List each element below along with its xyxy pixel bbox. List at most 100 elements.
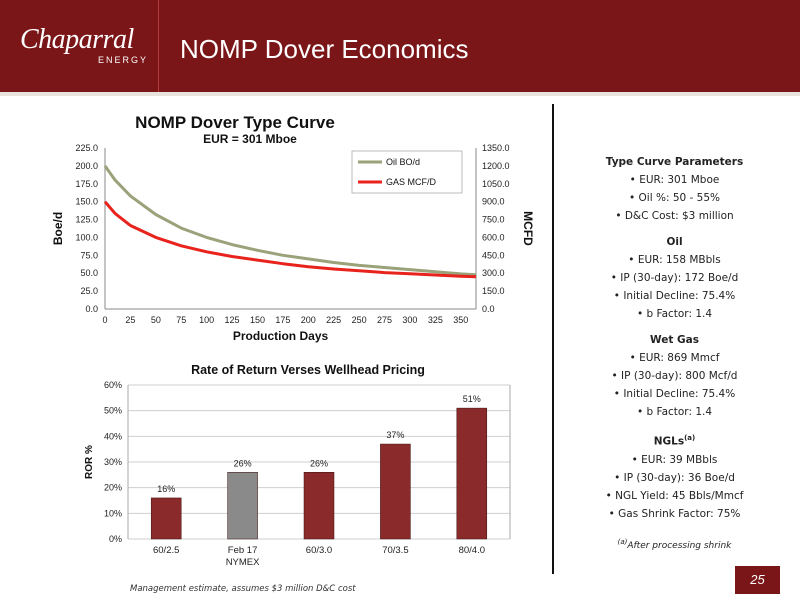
x-tick-label: 100 [199, 315, 214, 325]
y-tick-label: 125.0 [75, 215, 98, 225]
y-tick-label: 150.0 [75, 197, 98, 207]
y-tick-label: 50.0 [80, 268, 98, 278]
header-divider [0, 92, 800, 96]
y2-tick-label: 0.0 [482, 304, 495, 314]
type-curve-params: Type Curve Parameters EUR: 301 Mboe Oil … [562, 153, 787, 225]
y2-tick-label: 300.0 [482, 268, 505, 278]
y-tick-label: 200.0 [75, 161, 98, 171]
ror-bar-chart: Rate of Return Verses Wellhead Pricing 0%… [84, 363, 511, 568]
y2-tick-label: 600.0 [482, 232, 505, 242]
param-item: Initial Decline: 75.4% [562, 287, 787, 305]
y-tick-label: 225.0 [75, 143, 98, 153]
header-bar [0, 0, 800, 92]
y2-axis-label: MCFD [521, 211, 535, 246]
x-tick-label: 150 [250, 315, 265, 325]
y2-tick-label: 450.0 [482, 250, 505, 260]
param-item: IP (30-day): 36 Boe/d [562, 469, 787, 487]
bar [227, 472, 258, 540]
x-tick-label: 325 [428, 315, 443, 325]
chart-title: NOMP Dover Type Curve [135, 113, 335, 132]
chart-subtitle: EUR = 301 Mboe [203, 132, 297, 146]
type-curve-heading: Type Curve Parameters [605, 156, 744, 168]
bar [303, 472, 335, 540]
bar-value-label: 51% [463, 394, 481, 404]
ngls-heading-text: NGLs [653, 435, 685, 448]
parameters-panel: Type Curve Parameters EUR: 301 Mboe Oil … [562, 145, 787, 555]
legend-label: Oil BO/d [386, 157, 420, 167]
charts-panel: NOMP Dover Type Curve EUR = 301 Mboe 0.0 25… [40, 100, 550, 600]
bar [150, 497, 182, 540]
footnote: (a)After processing shrink [562, 533, 787, 555]
x-tick-label: 300 [402, 315, 417, 325]
ngls-heading-sup: (a) [684, 434, 696, 442]
bar [380, 443, 411, 540]
page-number: 25 [735, 566, 780, 594]
y-tick-label: 20% [104, 483, 122, 493]
y-tick-label: 30% [104, 457, 122, 467]
y-axis-label: ROR % [84, 445, 95, 479]
param-item: EUR: 869 Mmcf [562, 349, 787, 367]
y-tick-label: 60% [104, 380, 122, 390]
company-logo: Chaparral ENERGY [10, 22, 170, 72]
x-tick-label: Feb 17 [228, 545, 258, 556]
x-tick-label: 125 [225, 315, 240, 325]
footnote-sup: (a) [617, 537, 628, 546]
param-item: EUR: 39 MBbls [562, 451, 787, 469]
x-tick-label: 225 [326, 315, 341, 325]
y2-tick-label: 150.0 [482, 286, 505, 296]
x-tick-label: 75 [176, 315, 186, 325]
ngls-params: NGLs(a) EUR: 39 MBbls IP (30-day): 36 Bo… [562, 429, 787, 523]
bar-value-label: 26% [234, 458, 252, 468]
y2-tick-label: 1050.0 [482, 179, 510, 189]
x-tick-label: 0 [102, 315, 107, 325]
y-tick-label: 50% [104, 406, 122, 416]
y-tick-label: 0.0 [85, 304, 98, 314]
y2-tick-label: 1200.0 [482, 161, 510, 171]
vertical-divider [552, 104, 554, 574]
param-item: EUR: 301 Mboe [562, 171, 787, 189]
x-tick-sublabel: NYMEX [226, 557, 260, 568]
x-tick-label: 80/4.0 [459, 545, 485, 556]
wet-gas-params: Wet Gas EUR: 869 Mmcf IP (30-day): 800 M… [562, 331, 787, 421]
ngls-heading: NGLs(a) [562, 429, 787, 451]
oil-params: Oil EUR: 158 MBbls IP (30-day): 172 Boe/… [562, 233, 787, 323]
y2-tick-label: 1350.0 [482, 143, 510, 153]
page-title: NOMP Dover Economics [180, 34, 469, 64]
series-line-oil [103, 165, 477, 277]
wet-gas-heading: Wet Gas [650, 334, 699, 346]
series-line-gas [103, 200, 477, 279]
param-item: b Factor: 1.4 [562, 305, 787, 323]
bar-value-label: 37% [386, 430, 404, 440]
x-tick-label: 175 [275, 315, 290, 325]
param-item: b Factor: 1.4 [562, 403, 787, 421]
x-tick-label: 25 [125, 315, 135, 325]
y-tick-label: 25.0 [80, 286, 98, 296]
bar [456, 407, 488, 540]
x-tick-label: 70/3.5 [382, 545, 408, 556]
x-axis-label: Production Days [233, 329, 329, 343]
y-axis-label: Boe/d [51, 212, 65, 245]
chart-title: Rate of Return Verses Wellhead Pricing [191, 363, 425, 377]
x-tick-label: 275 [377, 315, 392, 325]
x-tick-label: 60/2.5 [153, 545, 179, 556]
bar-value-label: 16% [157, 484, 175, 494]
param-item: IP (30-day): 800 Mcf/d [562, 367, 787, 385]
y-tick-label: 100.0 [75, 232, 98, 242]
param-item: Gas Shrink Factor: 75% [562, 505, 787, 523]
footnote-text: After processing shrink [627, 540, 732, 551]
y2-tick-label: 750.0 [482, 215, 505, 225]
logo-main-text: Chaparral [20, 24, 134, 55]
legend-label: GAS MCF/D [386, 177, 437, 187]
y-tick-label: 75.0 [80, 250, 98, 260]
y-tick-label: 40% [104, 431, 122, 441]
bottom-note: Management estimate, assumes $3 million … [130, 584, 356, 594]
y-tick-label: 10% [104, 508, 122, 518]
param-item: EUR: 158 MBbls [562, 251, 787, 269]
legend-box [351, 150, 463, 194]
x-tick-label: 350 [453, 315, 468, 325]
logo-sub-text: ENERGY [98, 55, 149, 65]
y-tick-label: 0% [109, 534, 122, 544]
logo-divider [158, 0, 159, 92]
param-item: Oil %: 50 - 55% [562, 189, 787, 207]
